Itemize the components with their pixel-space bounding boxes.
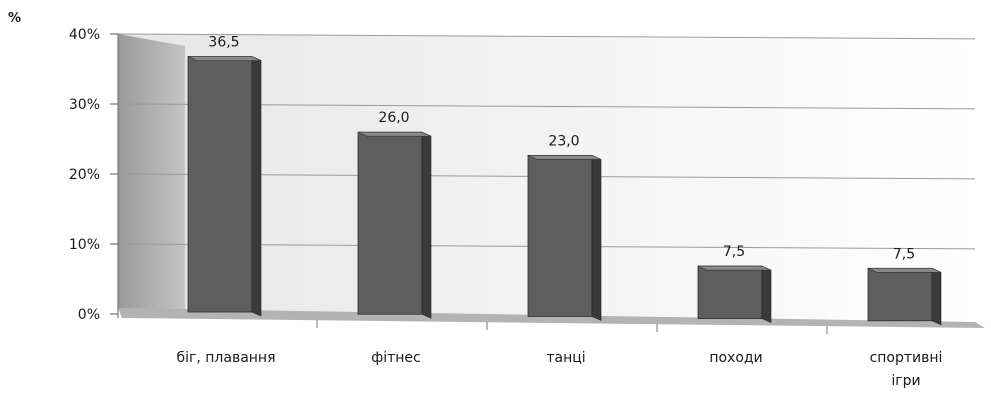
bar (697, 265, 763, 320)
category-label: спортивні ігри (870, 350, 943, 389)
category-label: походи (709, 350, 762, 366)
bar-side (931, 267, 942, 326)
bar (527, 154, 593, 317)
bar-side (251, 56, 262, 317)
bar-side (421, 131, 432, 319)
floor (118, 308, 985, 328)
bar-top (187, 56, 262, 61)
data-labels: 36,5 26,0 23,0 7,5 7,5 (208, 35, 915, 263)
category-label: біг, плавання (176, 350, 275, 366)
data-label: 7,5 (893, 246, 915, 262)
bar-top (357, 131, 432, 137)
y-tick-label: 40% (69, 27, 100, 43)
y-tick-label: 10% (69, 237, 100, 253)
gridline (117, 33, 976, 40)
bar-side (591, 154, 602, 321)
category-label: танці (546, 350, 585, 366)
bars (187, 56, 942, 326)
y-tick-label: 0% (78, 307, 100, 323)
y-unit-label: % (8, 11, 21, 26)
bar-top (527, 155, 602, 160)
y-tick-label: 30% (69, 97, 100, 113)
x-axis: біг, плавання фітнес танці походи спортивні і… (176, 320, 942, 389)
y-axis: 0% 10% 20% 30% 40% (69, 27, 119, 323)
side-wall (118, 34, 185, 316)
bar-side (761, 265, 772, 324)
bar-top (867, 267, 942, 273)
data-label: 7,5 (723, 244, 745, 260)
bar (867, 267, 933, 322)
data-label: 36,5 (208, 35, 239, 51)
category-label: фітнес (371, 350, 420, 366)
y-tick-label: 20% (69, 167, 100, 183)
bar-top (697, 265, 772, 271)
data-label: 26,0 (378, 110, 409, 126)
data-label: 23,0 (548, 133, 579, 149)
bar (187, 56, 253, 313)
bar (357, 131, 423, 315)
